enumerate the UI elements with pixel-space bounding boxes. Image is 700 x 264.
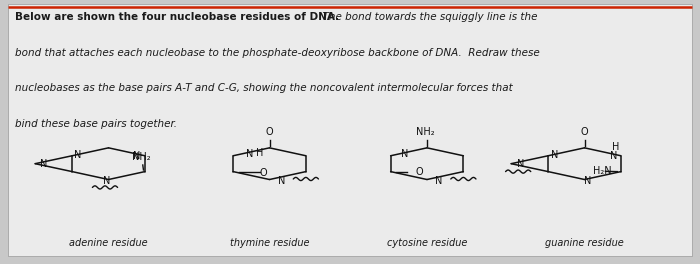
Text: The bond towards the squiggly line is the: The bond towards the squiggly line is th… <box>316 12 538 22</box>
Text: cytosine residue: cytosine residue <box>387 238 467 248</box>
Text: N: N <box>584 176 592 186</box>
Text: N: N <box>246 149 253 159</box>
Text: N: N <box>435 176 443 186</box>
Text: H: H <box>256 148 263 158</box>
Text: H₂N: H₂N <box>593 166 612 176</box>
Text: N: N <box>133 151 140 161</box>
Text: N: N <box>74 150 81 160</box>
Text: O: O <box>416 167 423 177</box>
FancyBboxPatch shape <box>8 4 692 256</box>
Text: O: O <box>581 127 588 137</box>
Text: O: O <box>260 168 267 178</box>
Text: nucleobases as the base pairs A-T and C-G, showing the noncovalent intermolecula: nucleobases as the base pairs A-T and C-… <box>15 83 513 93</box>
Text: guanine residue: guanine residue <box>545 238 624 248</box>
Text: N: N <box>610 151 617 161</box>
Text: O: O <box>266 127 273 137</box>
Text: NH₂: NH₂ <box>132 152 150 162</box>
Text: NH₂: NH₂ <box>416 127 435 137</box>
Text: N: N <box>552 150 559 160</box>
Text: N: N <box>40 159 48 169</box>
Text: N: N <box>278 176 286 186</box>
Text: adenine residue: adenine residue <box>69 238 148 248</box>
Text: N: N <box>104 176 111 186</box>
Text: bind these base pairs together.: bind these base pairs together. <box>15 119 177 129</box>
Text: bond that attaches each nucleobase to the phosphate-deoxyribose backbone of DNA.: bond that attaches each nucleobase to th… <box>15 48 540 58</box>
Text: thymine residue: thymine residue <box>230 238 309 248</box>
Text: N: N <box>517 159 524 169</box>
Text: N: N <box>401 149 409 159</box>
Text: Below are shown the four nucleobase residues of DNA.: Below are shown the four nucleobase resi… <box>15 12 339 22</box>
Text: H: H <box>612 142 619 152</box>
